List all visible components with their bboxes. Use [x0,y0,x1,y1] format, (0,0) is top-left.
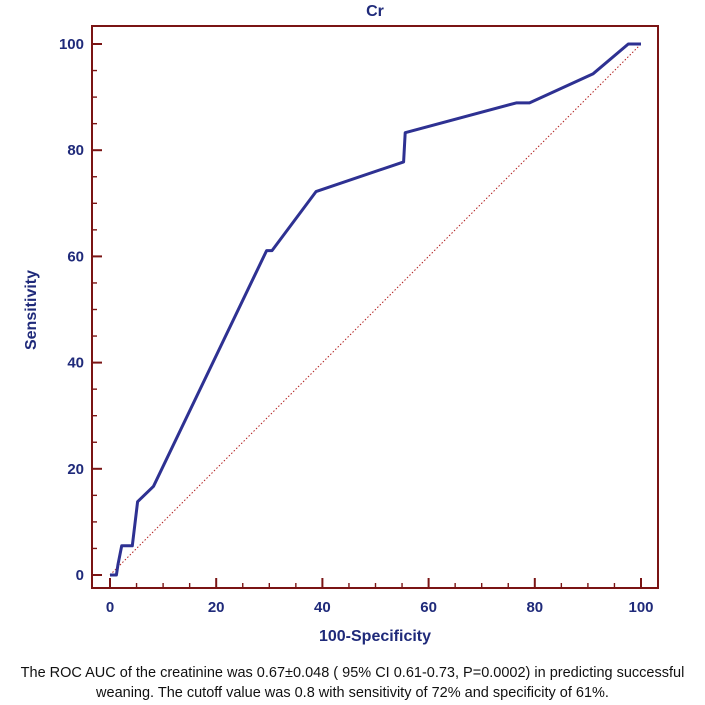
y-axis-label: Sensitivity [23,270,40,350]
roc-curve [110,42,641,577]
x-tick-label: 20 [208,599,225,616]
x-tick-label: 40 [314,599,331,616]
minor-ticks [92,69,616,588]
reference-diagonal-line [109,43,642,576]
caption-line-2: weaning. The cutoff value was 0.8 with s… [96,685,609,701]
major-ticks [92,43,642,588]
x-axis-label: 100-Specificity [319,628,431,645]
y-tick-label: 0 [76,567,84,584]
roc-chart: Cr 0 20 40 60 80 100 0 20 40 60 80 100 100-Specific… [23,3,659,645]
chart-title: Cr [366,3,384,20]
x-tick-label: 100 [628,599,653,616]
y-tick-label: 40 [67,355,84,372]
figure-caption: The ROC AUC of the creatinine was 0.67±0… [0,663,705,703]
y-tick-label: 60 [67,248,84,265]
y-tick-label: 100 [59,36,84,53]
caption-line-1: The ROC AUC of the creatinine was 0.67±0… [20,665,685,681]
x-tick-label: 60 [420,599,437,616]
y-tick-label: 80 [67,142,84,159]
y-tick-label: 20 [67,461,84,478]
x-tick-label: 80 [526,599,543,616]
tick-labels: 0 20 40 60 80 100 0 20 40 60 80 100 [59,36,654,616]
plot-frame [91,25,659,589]
x-tick-label: 0 [106,599,114,616]
